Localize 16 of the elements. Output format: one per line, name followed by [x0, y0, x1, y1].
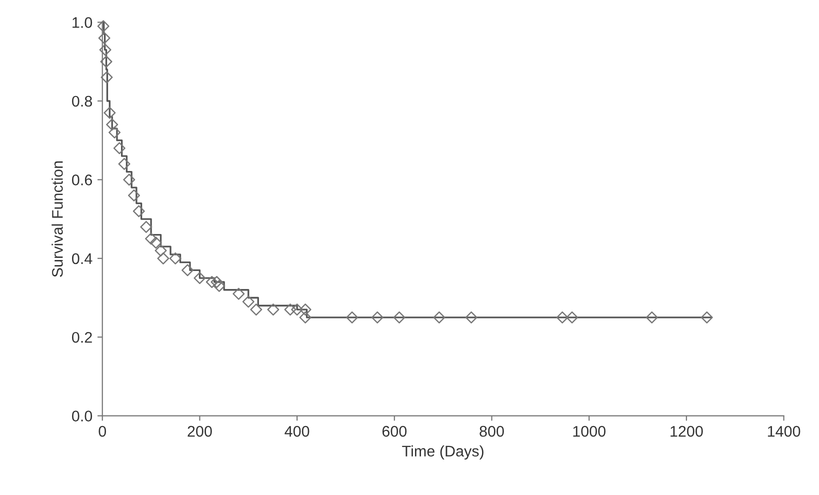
x-tick-label: 1400 — [768, 426, 800, 437]
x-tick-label: 200 — [188, 426, 212, 437]
x-tick-label: 400 — [284, 426, 310, 437]
y-tick-label: 0.4 — [72, 253, 92, 264]
y-axis-title: Survival Function — [52, 161, 63, 277]
y-tick-label: 0.2 — [72, 332, 92, 343]
x-tick-label: 1000 — [573, 426, 606, 437]
x-tick-label: 600 — [382, 426, 407, 437]
x-tick-label: 0 — [98, 426, 106, 437]
y-tick-label: 1.0 — [72, 17, 92, 28]
y-tick-label: 0.6 — [72, 174, 92, 186]
y-tick-label: 0.8 — [72, 96, 92, 107]
x-axis-title: Time (Days) — [402, 445, 484, 460]
y-tick-label: 0.0 — [72, 410, 92, 422]
x-tick-label: 1200 — [670, 426, 703, 437]
x-tick-label: 800 — [480, 426, 504, 437]
